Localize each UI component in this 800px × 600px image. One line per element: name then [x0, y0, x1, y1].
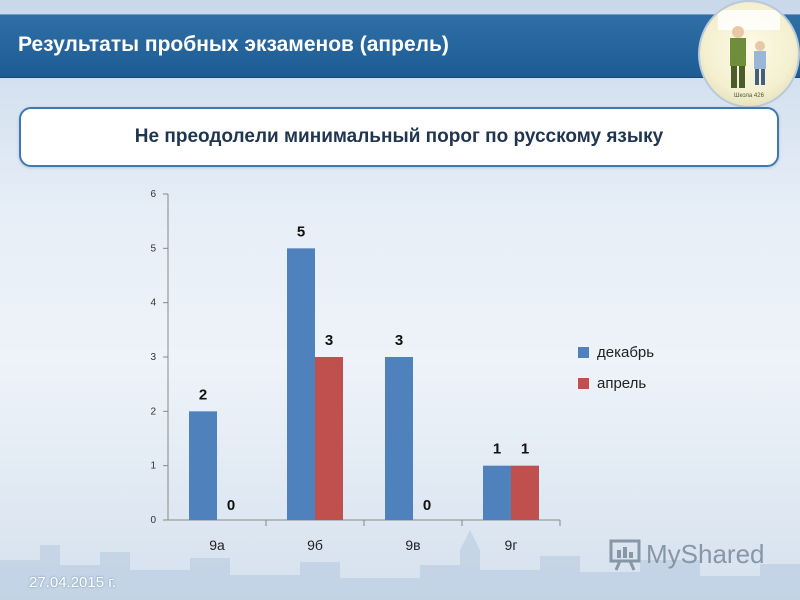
x-tick-label: 9б — [307, 537, 323, 553]
y-tick-label: 6 — [150, 189, 156, 200]
y-tick-label: 3 — [150, 352, 156, 363]
x-tick-label: 9а — [209, 537, 225, 553]
bar-декабрь-9г — [483, 465, 511, 520]
bar-декабрь-9а — [189, 411, 217, 520]
subtitle-box: Не преодолели минимальный порог по русск… — [19, 107, 779, 167]
bar-декабрь-9б — [287, 248, 315, 521]
city-skyline-decoration — [0, 530, 800, 600]
presentation-icon — [609, 539, 641, 571]
y-tick-label: 0 — [150, 515, 156, 526]
y-tick-label: 5 — [150, 243, 156, 254]
data-label: 0 — [423, 497, 431, 514]
data-label: 5 — [297, 223, 305, 240]
y-tick-label: 4 — [150, 298, 156, 309]
data-label: 0 — [227, 497, 235, 514]
school-logo-image: Школа 426 — [718, 10, 780, 99]
data-label: 1 — [493, 441, 501, 458]
legend-label: декабрь — [597, 344, 654, 361]
footer-date: 27.04.2015 г. — [29, 574, 117, 591]
data-label: 3 — [325, 332, 333, 349]
x-tick-label: 9в — [405, 537, 420, 553]
y-tick-label: 2 — [150, 406, 156, 417]
watermark: MyShared — [608, 538, 768, 572]
watermark-text: MyShared — [646, 539, 765, 569]
data-label: 1 — [521, 441, 529, 458]
header-bar: Результаты пробных экзаменов (апрель) — [0, 14, 800, 78]
x-tick-label: 9г — [505, 537, 518, 553]
data-label: 2 — [199, 386, 207, 403]
page-title: Результаты пробных экзаменов (апрель) — [18, 33, 449, 56]
bar-декабрь-9в — [385, 357, 413, 520]
y-tick-label: 1 — [150, 461, 156, 472]
legend-swatch-декабрь — [578, 347, 589, 358]
svg-text:Школа 426: Школа 426 — [734, 93, 765, 99]
chart-subtitle: Не преодолели минимальный порог по русск… — [134, 126, 664, 147]
bar-апрель-9г — [511, 465, 539, 520]
legend-swatch-апрель — [578, 378, 589, 389]
bar-апрель-9б — [315, 357, 343, 520]
data-label: 3 — [395, 332, 403, 349]
school-logo: Школа 426 — [698, 0, 800, 108]
legend-label: апрель — [597, 375, 646, 392]
